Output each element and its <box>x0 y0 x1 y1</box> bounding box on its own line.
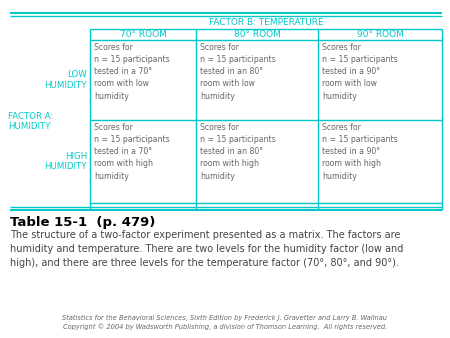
Text: 90° ROOM: 90° ROOM <box>356 30 404 39</box>
Text: Scores for
n = 15 participants
tested in a 90°
room with high
humidity: Scores for n = 15 participants tested in… <box>322 123 398 180</box>
Text: 70° ROOM: 70° ROOM <box>120 30 166 39</box>
Text: Scores for
n = 15 participants
tested in an 80°
room with low
humidity: Scores for n = 15 participants tested in… <box>200 43 276 101</box>
Text: The structure of a two-factor experiment presented as a matrix. The factors are
: The structure of a two-factor experiment… <box>10 230 403 268</box>
Text: Scores for
n = 15 participants
tested in a 70°
room with high
humidity: Scores for n = 15 participants tested in… <box>94 123 170 180</box>
Text: Scores for
n = 15 participants
tested in a 90°
room with low
humidity: Scores for n = 15 participants tested in… <box>322 43 398 101</box>
Text: HIGH
HUMIDITY: HIGH HUMIDITY <box>45 152 87 171</box>
Text: FACTOR A:
HUMIDITY: FACTOR A: HUMIDITY <box>8 112 54 131</box>
Text: Scores for
n = 15 participants
tested in an 80°
room with high
humidity: Scores for n = 15 participants tested in… <box>200 123 276 180</box>
Text: 80° ROOM: 80° ROOM <box>234 30 280 39</box>
Text: Table 15-1  (p. 479): Table 15-1 (p. 479) <box>10 216 155 229</box>
Text: LOW
HUMIDITY: LOW HUMIDITY <box>45 70 87 90</box>
Text: Scores for
n = 15 participants
tested in a 70°
room with low
humidity: Scores for n = 15 participants tested in… <box>94 43 170 101</box>
Text: FACTOR B: TEMPERATURE: FACTOR B: TEMPERATURE <box>209 18 323 27</box>
Text: Statistics for the Behavioral Sciences, Sixth Edition by Frederick J. Gravetter : Statistics for the Behavioral Sciences, … <box>63 315 387 330</box>
